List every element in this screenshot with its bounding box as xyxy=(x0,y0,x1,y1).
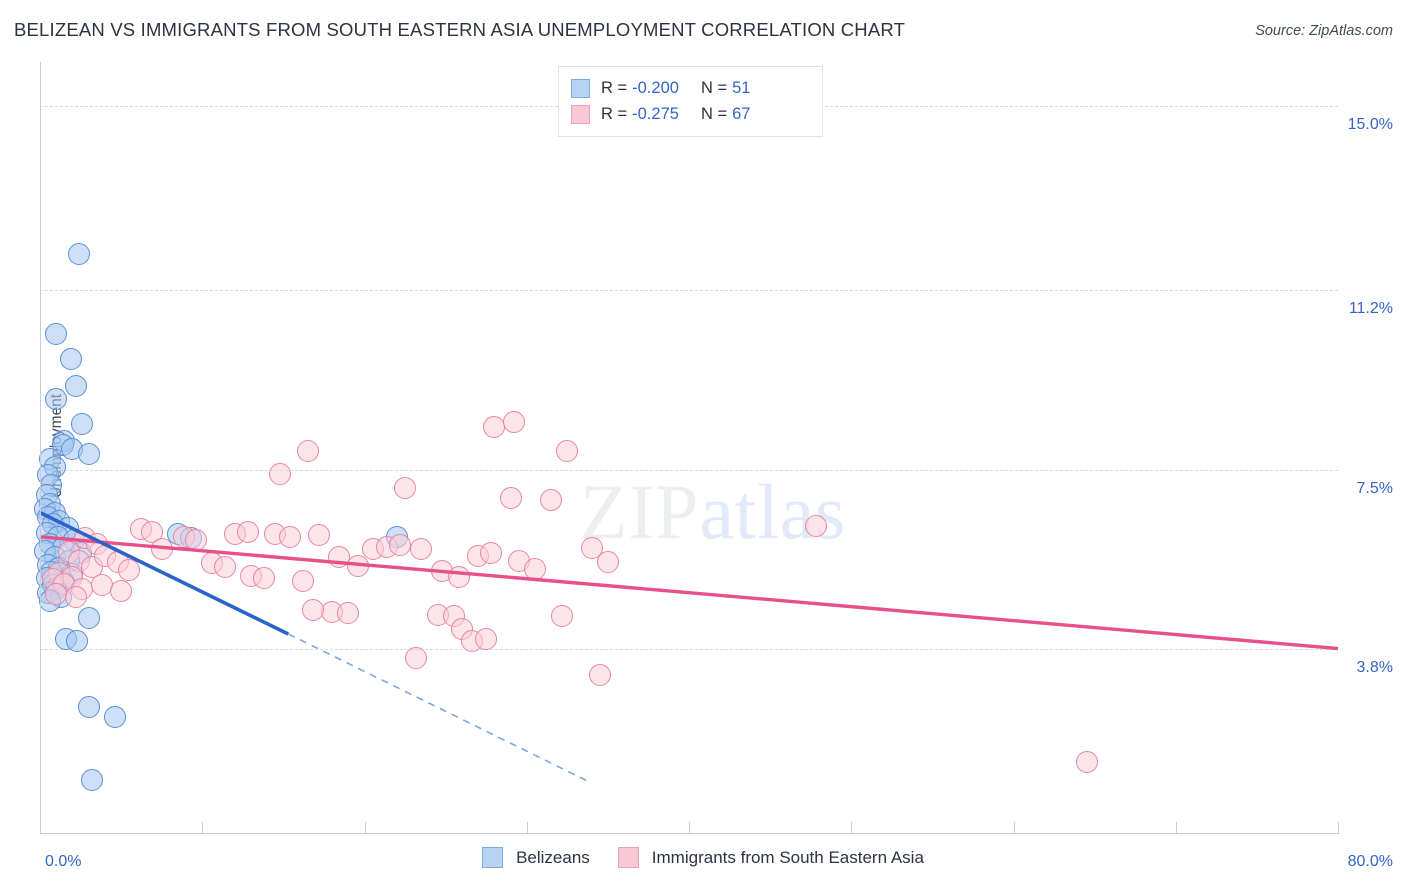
x-axis-min-label: 0.0% xyxy=(45,853,82,870)
data-point-pink xyxy=(150,537,173,560)
legend-item-belizeans[interactable]: Belizeans xyxy=(482,847,590,868)
stats-r-label-immigrants: R = xyxy=(601,104,628,123)
data-point-pink xyxy=(64,586,87,609)
data-point-blue xyxy=(67,242,90,265)
data-point-pink xyxy=(236,520,259,543)
data-point-blue xyxy=(64,375,87,398)
data-point-blue xyxy=(59,348,82,371)
stats-r-value-immigrants: -0.275 xyxy=(632,104,679,123)
source-attribution: Source: ZipAtlas.com xyxy=(1255,23,1393,39)
data-point-pink xyxy=(389,534,412,557)
data-point-blue xyxy=(77,695,100,718)
data-point-pink xyxy=(301,598,324,621)
data-point-pink xyxy=(110,580,133,603)
data-point-pink xyxy=(475,627,498,650)
x-axis-tick xyxy=(202,822,204,834)
data-point-pink xyxy=(540,488,563,511)
y-axis-line xyxy=(40,62,41,834)
y-axis-tick-label: 3.8% xyxy=(1356,659,1393,677)
data-point-pink xyxy=(1075,751,1098,774)
correlation-stats-box: R = -0.200 N = 51 R = -0.275 N = 67 xyxy=(558,66,823,137)
y-axis-tick-label: 15.0% xyxy=(1347,115,1393,133)
data-point-pink xyxy=(269,462,292,485)
data-point-pink xyxy=(296,440,319,463)
legend-item-immigrants[interactable]: Immigrants from South Eastern Asia xyxy=(617,847,924,868)
x-axis-tick xyxy=(1338,822,1339,834)
stats-n-label-belizeans: N = xyxy=(700,78,728,97)
watermark-atlas: atlas xyxy=(699,468,847,555)
trend-line-immigrants xyxy=(39,535,1339,651)
stats-swatch-belizeans xyxy=(571,78,590,98)
stats-r-value-belizeans: -0.200 xyxy=(632,78,679,97)
data-point-pink xyxy=(278,525,301,548)
data-point-pink xyxy=(804,514,827,537)
legend-swatch-immigrants xyxy=(617,847,639,868)
data-point-blue xyxy=(77,443,100,466)
gridline xyxy=(40,290,1338,292)
scatter-plot-area: ZIPatlas xyxy=(33,62,1339,834)
x-axis-tick xyxy=(689,822,690,834)
stats-r-label-belizeans: R = xyxy=(601,78,628,97)
data-point-blue xyxy=(80,768,103,791)
y-axis-tick-label: 7.5% xyxy=(1356,479,1393,497)
data-point-pink xyxy=(291,569,314,592)
stats-row-immigrants: R = -0.275 N = 67 xyxy=(571,101,810,127)
data-point-blue xyxy=(66,629,89,652)
stats-n-value-belizeans: 51 xyxy=(732,78,751,97)
x-axis-tick xyxy=(1175,822,1177,834)
y-axis-tick-label: 11.2% xyxy=(1348,300,1393,318)
data-point-pink xyxy=(447,565,470,588)
stats-n-label-immigrants: N = xyxy=(700,104,728,123)
x-axis-tick xyxy=(364,822,366,834)
gridline xyxy=(40,649,1338,651)
data-point-blue xyxy=(45,388,68,411)
data-point-blue xyxy=(45,322,68,345)
legend-label-immigrants: Immigrants from South Eastern Asia xyxy=(651,847,924,867)
data-point-blue xyxy=(103,705,126,728)
stats-n-value-immigrants: 67 xyxy=(732,104,751,123)
data-point-blue xyxy=(77,606,100,629)
data-point-blue xyxy=(71,412,94,435)
data-point-pink xyxy=(502,411,525,434)
data-point-pink xyxy=(588,663,611,686)
gridline xyxy=(40,469,1338,471)
legend-label-belizeans: Belizeans xyxy=(516,847,590,867)
data-point-pink xyxy=(410,537,433,560)
page-title: BELIZEAN VS IMMIGRANTS FROM SOUTH EASTER… xyxy=(14,19,906,40)
data-point-pink xyxy=(523,557,546,580)
data-point-pink xyxy=(480,542,503,565)
data-point-pink xyxy=(551,605,574,628)
data-point-pink xyxy=(394,477,417,500)
zipatlas-watermark: ZIPatlas xyxy=(580,467,846,557)
x-axis-tick xyxy=(1013,822,1015,834)
series-legend: Belizeans Immigrants from South Eastern … xyxy=(0,847,1406,868)
data-point-pink xyxy=(499,487,522,509)
data-point-pink xyxy=(347,554,369,577)
data-point-pink xyxy=(308,524,331,547)
stats-swatch-immigrants xyxy=(571,104,590,124)
data-point-pink xyxy=(483,416,506,439)
data-point-pink xyxy=(184,529,207,552)
data-point-pink xyxy=(45,582,68,605)
data-point-pink xyxy=(213,555,236,578)
x-axis-max-label: 80.0% xyxy=(1347,853,1393,870)
x-axis-tick xyxy=(526,822,528,834)
x-axis-tick xyxy=(851,822,853,834)
data-point-pink xyxy=(596,551,619,574)
data-point-pink xyxy=(405,647,428,670)
data-point-pink xyxy=(252,566,275,589)
data-point-pink xyxy=(337,602,360,625)
x-axis-line xyxy=(40,833,1338,834)
stats-row-belizeans: R = -0.200 N = 51 xyxy=(571,75,810,101)
trend-lines xyxy=(39,510,1339,784)
data-point-pink xyxy=(556,440,579,463)
trend-line-belizeans-extrapolated xyxy=(287,633,593,784)
data-point-pink xyxy=(118,558,141,581)
legend-swatch-belizeans xyxy=(482,847,504,868)
